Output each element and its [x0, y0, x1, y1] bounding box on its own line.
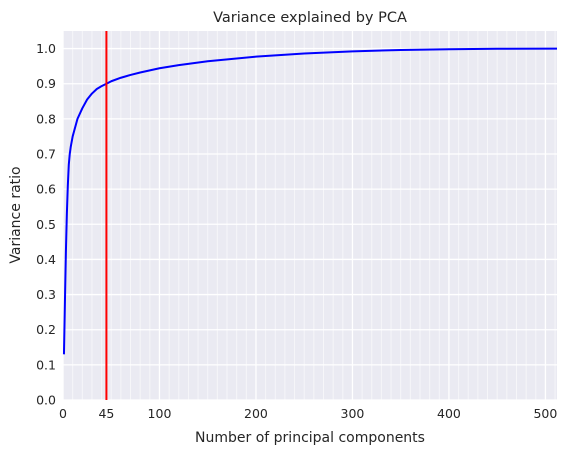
- cumulative-variance-line: [62, 47, 558, 355]
- x-tick-label: 100: [148, 406, 172, 421]
- y-tick-label: 0.3: [36, 287, 56, 302]
- series-layer: [62, 47, 558, 355]
- x-tick-label: 200: [244, 406, 268, 421]
- x-tick-label: 0: [59, 406, 67, 421]
- x-tick-label: 500: [533, 406, 557, 421]
- y-axis-label: Variance ratio: [8, 166, 24, 263]
- y-tick-label: 0.8: [36, 111, 56, 126]
- y-tick-label: 0.6: [36, 182, 56, 197]
- chart-title: Variance explained by PCA: [213, 10, 407, 26]
- x-tick-label: 300: [341, 406, 365, 421]
- y-tick-label: 0.7: [36, 147, 56, 162]
- y-tick-label: 0.2: [36, 322, 56, 337]
- y-tick-labels: 0.0 0.1 0.2 0.3 0.4 0.5 0.6 0.7 0.8 0.9 1.0: [36, 41, 56, 407]
- y-tick-label: 0.5: [36, 217, 56, 232]
- plot-background: [63, 31, 557, 400]
- y-tick-label: 0.4: [36, 252, 56, 267]
- x-tick-label: 400: [437, 406, 461, 421]
- x-tick-labels: 0 45 100 200 300 400 500: [59, 406, 557, 421]
- y-tick-label: 0.9: [36, 76, 56, 91]
- y-tick-label: 0.0: [36, 393, 56, 408]
- x-tick-label: 45: [98, 406, 114, 421]
- grid-lines: [62, 31, 557, 401]
- y-tick-label: 0.1: [36, 357, 56, 372]
- y-tick-label: 1.0: [36, 41, 56, 56]
- x-axis-label: Number of principal components: [195, 430, 425, 446]
